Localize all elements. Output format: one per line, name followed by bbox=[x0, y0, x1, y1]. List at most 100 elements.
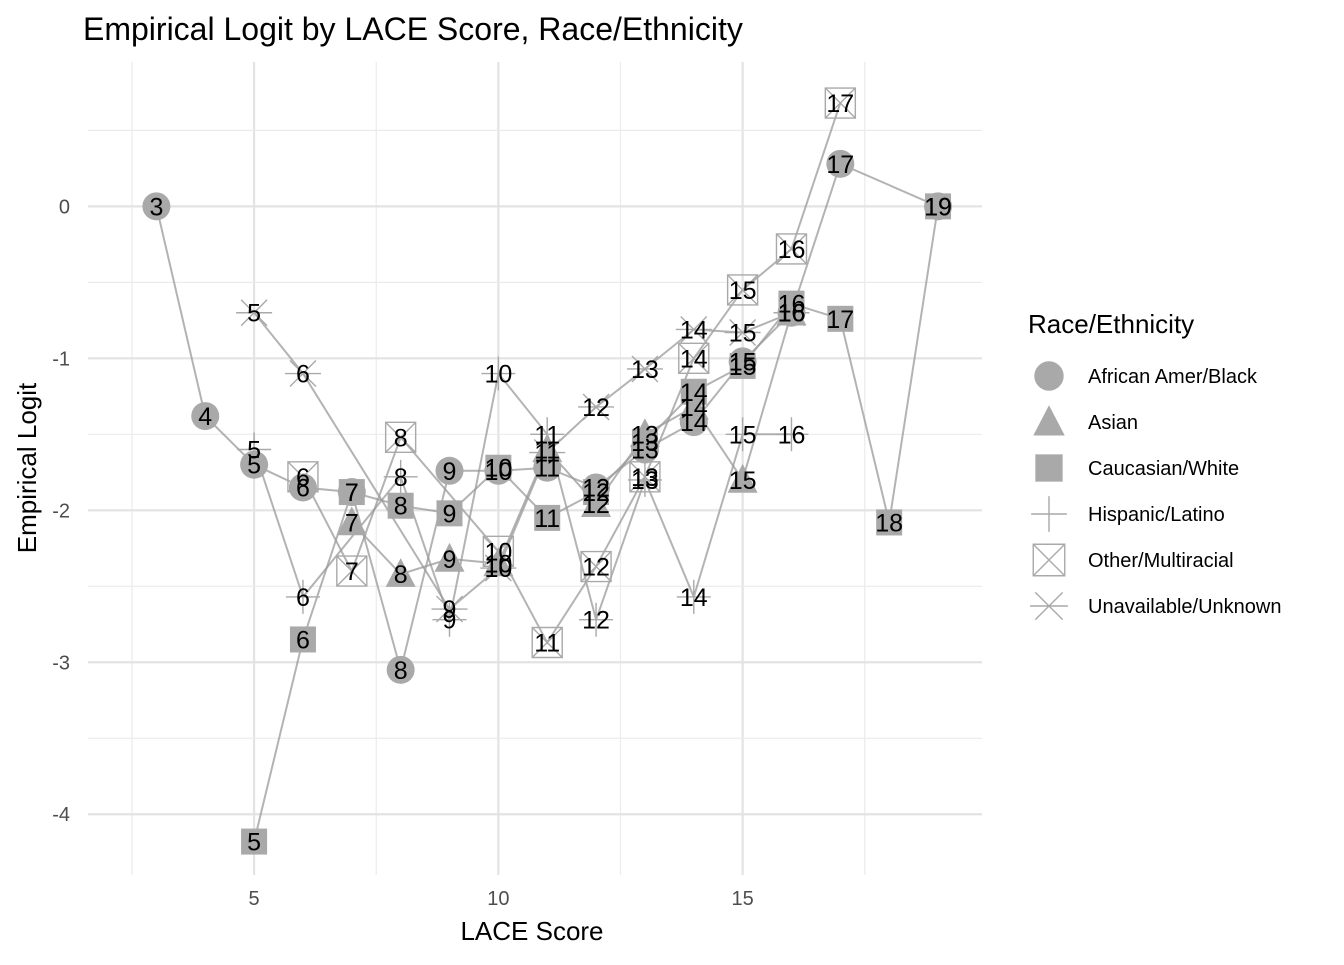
y-tick-label: 0 bbox=[59, 196, 70, 218]
chart-title: Empirical Logit by LACE Score, Race/Ethn… bbox=[83, 11, 743, 47]
data-label: 16 bbox=[778, 421, 806, 449]
data-point bbox=[191, 402, 220, 431]
legend-item: Asian bbox=[1033, 405, 1138, 436]
data-point bbox=[626, 355, 663, 383]
data-point bbox=[675, 315, 712, 343]
data-label: 11 bbox=[534, 421, 560, 449]
data-label: 9 bbox=[443, 607, 457, 635]
data-label: 4 bbox=[198, 403, 212, 431]
data-point bbox=[384, 421, 417, 454]
data-point bbox=[531, 626, 563, 659]
data-label: 10 bbox=[484, 458, 512, 486]
data-label: 5 bbox=[247, 300, 261, 328]
data-label: 11 bbox=[534, 437, 560, 465]
data-point bbox=[725, 417, 760, 452]
data-point bbox=[775, 233, 808, 265]
legend-label: Asian bbox=[1088, 412, 1138, 434]
data-point bbox=[631, 428, 658, 455]
y-tick-label: -1 bbox=[52, 348, 70, 370]
legend-key bbox=[1030, 591, 1068, 621]
data-point bbox=[629, 461, 661, 493]
data-label: 10 bbox=[484, 555, 512, 583]
data-point bbox=[431, 595, 468, 623]
data-label: 17 bbox=[826, 151, 854, 179]
data-label: 6 bbox=[296, 626, 310, 654]
series-line bbox=[302, 102, 842, 645]
data-label: 16 bbox=[778, 300, 806, 328]
legend-key bbox=[1035, 454, 1063, 482]
legend-key bbox=[1033, 405, 1065, 436]
data-label: 12 bbox=[582, 394, 610, 422]
legend-label: African Amer/Black bbox=[1088, 366, 1258, 388]
data-label: 14 bbox=[680, 394, 708, 422]
data-label: 8 bbox=[394, 657, 408, 685]
data-point bbox=[827, 305, 854, 332]
data-point bbox=[773, 299, 810, 327]
data-label: 16 bbox=[778, 300, 806, 328]
data-label: 14 bbox=[680, 584, 708, 612]
data-label: 16 bbox=[778, 236, 806, 264]
data-label: 12 bbox=[582, 479, 610, 507]
data-point bbox=[241, 828, 268, 855]
data-point bbox=[482, 535, 515, 568]
data-label: 16 bbox=[778, 291, 806, 319]
series-line bbox=[155, 162, 939, 674]
legend-label: Hispanic/Latino bbox=[1088, 504, 1225, 526]
data-label: 14 bbox=[680, 316, 708, 344]
data-point bbox=[289, 626, 316, 653]
data-label: 14 bbox=[680, 345, 708, 373]
data-label: 13 bbox=[631, 467, 659, 495]
data-label: 12 bbox=[582, 491, 610, 519]
data-label: 15 bbox=[729, 353, 757, 381]
data-label: 15 bbox=[729, 348, 757, 376]
data-point bbox=[824, 87, 857, 119]
data-point bbox=[436, 500, 463, 527]
data-label: 12 bbox=[582, 474, 610, 502]
data-label: 5 bbox=[247, 437, 261, 465]
data-label: 12 bbox=[582, 607, 610, 635]
data-point bbox=[724, 318, 761, 346]
data-label: 7 bbox=[345, 558, 359, 586]
data-point bbox=[480, 554, 517, 582]
data-point bbox=[726, 274, 759, 306]
legend-item: African Amer/Black bbox=[1034, 361, 1258, 391]
data-label: 9 bbox=[443, 500, 457, 528]
data-point bbox=[336, 506, 367, 536]
legend-title: Race/Ethnicity bbox=[1028, 309, 1194, 339]
data-label: 10 bbox=[484, 361, 512, 389]
data-point bbox=[385, 558, 416, 587]
data-point bbox=[142, 192, 171, 221]
data-label: 7 bbox=[345, 479, 359, 507]
data-label: 16 bbox=[778, 300, 806, 328]
legend-key bbox=[1034, 361, 1064, 391]
data-point bbox=[680, 378, 707, 405]
data-label: 15 bbox=[729, 277, 757, 305]
data-label: 8 bbox=[394, 464, 408, 492]
x-tick-label: 10 bbox=[487, 888, 509, 910]
data-point bbox=[284, 360, 321, 388]
data-label: 14 bbox=[680, 409, 708, 437]
data-label: 15 bbox=[729, 421, 757, 449]
data-label: 10 bbox=[484, 538, 512, 566]
legend: Race/Ethnicity African Amer/Black Asian Ca… bbox=[1028, 309, 1281, 621]
data-label: 8 bbox=[394, 561, 408, 589]
legend-item: Unavailable/Unknown bbox=[1030, 591, 1281, 621]
data-point bbox=[530, 417, 565, 452]
data-point bbox=[534, 504, 561, 531]
y-tick-label: -2 bbox=[52, 500, 70, 522]
data-point bbox=[237, 432, 272, 467]
data-point bbox=[336, 555, 368, 587]
data-label: 5 bbox=[247, 452, 261, 480]
data-point bbox=[676, 579, 711, 614]
legend-item: Caucasian/White bbox=[1035, 454, 1239, 482]
y-axis-title: Empirical Logit bbox=[12, 382, 42, 553]
legend-label: Other/Multiracial bbox=[1088, 550, 1234, 572]
data-point bbox=[485, 454, 512, 481]
data-point bbox=[774, 417, 809, 452]
data-label: 17 bbox=[826, 90, 854, 118]
data-point bbox=[387, 492, 414, 519]
data-point bbox=[287, 461, 319, 493]
data-point bbox=[826, 149, 855, 178]
data-point bbox=[578, 393, 615, 421]
